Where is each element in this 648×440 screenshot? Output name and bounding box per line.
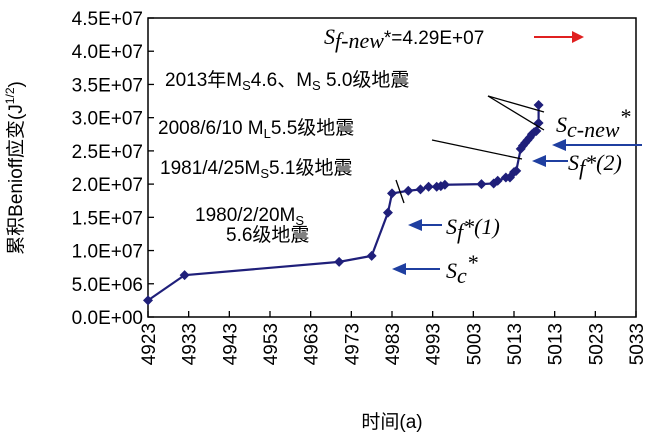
red-arrow — [534, 31, 584, 43]
arrow-sc-new — [552, 139, 642, 151]
y-tick-label: 0.0E+00 — [72, 308, 143, 329]
data-point — [439, 179, 450, 190]
label-sc-new: Sc-new* — [552, 104, 642, 151]
label-sf2: Sf*(2) — [532, 150, 622, 180]
x-tick-label: 5003 — [464, 323, 485, 365]
label-sf-new: Sf-new*=4.29E+07 — [324, 24, 584, 53]
svg-text:1981/4/25MS5.1级地震: 1981/4/25MS5.1级地震 — [160, 157, 352, 181]
annotation-2008: 2008/6/10 ML5.5级地震 — [158, 117, 523, 160]
x-axis-title: 时间(a) — [361, 411, 422, 433]
svg-text:1980/2/20MS: 1980/2/20MS — [195, 205, 304, 228]
data-point — [403, 185, 414, 196]
y-tick-label: 4.5E+07 — [72, 9, 143, 30]
y-axis-title-close: ) — [6, 81, 27, 87]
y-axis-title: 累积Benioff应变(J1/2) — [3, 81, 27, 255]
y-tick-label: 5.0E+06 — [72, 275, 143, 296]
y-tick-label: 1.0E+07 — [72, 242, 143, 263]
y-tick-label: 2.0E+07 — [72, 175, 143, 196]
y-axis-ticks: 0.0E+00 5.0E+06 1.0E+07 1.5E+07 2.0E+07 2.5E+… — [72, 9, 154, 329]
arrow-sc — [392, 263, 440, 275]
x-tick-label: 5013 — [546, 323, 567, 365]
x-tick-label: 5033 — [627, 323, 648, 365]
y-axis-title-main: 累积Benioff应变(J — [5, 104, 27, 255]
x-tick-label: 4983 — [383, 323, 404, 365]
data-point — [504, 172, 515, 183]
y-tick-label: 3.5E+07 — [72, 75, 143, 96]
svg-text:Sf*(2): Sf*(2) — [568, 150, 622, 180]
x-tick-label: 4933 — [180, 323, 201, 365]
x-tick-label: 5023 — [586, 323, 607, 365]
data-point — [415, 184, 426, 195]
svg-text:2013年MS4.6、MS 5.0级地震: 2013年MS4.6、MS 5.0级地震 — [165, 69, 409, 93]
x-tick-label: 4973 — [342, 323, 363, 365]
y-tick-label: 2.5E+07 — [72, 142, 143, 163]
svg-text:Sf-new*=4.29E+07: Sf-new*=4.29E+07 — [324, 24, 484, 53]
annotation-2013: 2013年MS4.6、MS 5.0级地震 — [165, 69, 545, 131]
data-point — [423, 181, 434, 192]
data-point — [511, 165, 522, 176]
y-axis-title-exp: 1/2 — [3, 87, 17, 104]
x-tick-label: 4963 — [302, 323, 323, 365]
svg-text:Sc*: Sc* — [446, 250, 478, 288]
data-point — [533, 100, 544, 111]
arrow-sf1 — [408, 219, 442, 231]
y-tick-label: 3.0E+07 — [72, 109, 143, 130]
svg-text:2008/6/10 ML5.5级地震: 2008/6/10 ML5.5级地震 — [158, 117, 354, 141]
y-tick-label: 4.0E+07 — [72, 42, 143, 63]
data-point — [366, 250, 377, 261]
x-tick-label: 4953 — [261, 323, 282, 365]
svg-text:Sf*(1): Sf*(1) — [446, 214, 500, 244]
data-point — [476, 179, 487, 190]
series-layer — [143, 100, 544, 306]
x-tick-label: 4993 — [424, 323, 445, 365]
label-sc: Sc* — [392, 250, 478, 288]
data-point — [143, 295, 153, 306]
x-axis-ticks: 4923 4933 4943 4953 4963 4973 4983 4993 5003 5013… — [139, 311, 648, 365]
annotation-1980: 1980/2/20MS 5.6级地震 — [195, 205, 309, 246]
label-sf1: Sf*(1) — [408, 214, 500, 244]
y-tick-label: 1.5E+07 — [72, 208, 143, 229]
data-point — [179, 270, 190, 281]
annotation-1981: 1981/4/25MS5.1级地震 — [160, 157, 405, 204]
svg-text:5.6级地震: 5.6级地震 — [226, 224, 309, 246]
data-point — [387, 188, 397, 199]
x-tick-label: 4943 — [220, 323, 241, 365]
data-point — [382, 207, 393, 218]
data-point — [531, 125, 542, 136]
svg-text:Sc-new*: Sc-new* — [556, 104, 631, 142]
data-point — [334, 256, 345, 267]
data-point — [492, 175, 503, 186]
arrow-sf2 — [532, 155, 568, 167]
x-tick-label: 4923 — [139, 323, 160, 365]
x-tick-label: 5013 — [505, 323, 526, 365]
